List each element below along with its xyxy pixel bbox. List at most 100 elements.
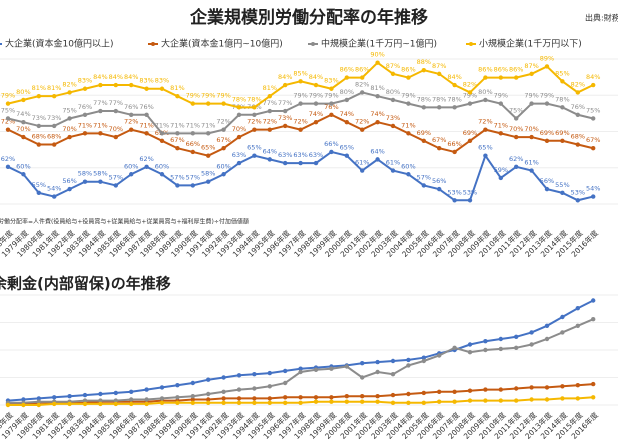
data-label: 71% [201, 121, 215, 129]
point [159, 385, 165, 390]
point [21, 172, 26, 177]
data-label: 86% [509, 66, 523, 74]
data-label: 88% [417, 58, 431, 66]
data-label: 53% [447, 188, 461, 196]
point [375, 93, 380, 99]
data-label: 62% [509, 155, 523, 163]
point [206, 377, 211, 382]
point [52, 401, 57, 407]
point [5, 402, 11, 408]
data-label: 70% [62, 125, 76, 133]
point [113, 108, 119, 114]
data-label: 71% [401, 121, 415, 129]
point [452, 82, 457, 88]
point [283, 123, 288, 129]
point [221, 146, 226, 151]
data-label: 70% [16, 125, 30, 133]
data-label: 71% [186, 121, 200, 129]
point [144, 397, 149, 402]
point [329, 149, 334, 155]
data-label: 86% [494, 66, 508, 74]
point [467, 388, 473, 393]
point [483, 339, 488, 344]
data-label: 89% [540, 54, 554, 62]
point [452, 149, 457, 155]
data-label: 72% [355, 118, 369, 126]
data-label: 73% [47, 114, 61, 122]
point [236, 396, 242, 401]
point [298, 160, 303, 166]
point [144, 86, 149, 91]
point [498, 131, 503, 136]
point [514, 398, 519, 403]
point [560, 396, 565, 401]
point [98, 401, 103, 407]
legend-marker [151, 42, 155, 46]
data-label: 75% [586, 106, 600, 114]
point [437, 105, 442, 110]
point [390, 123, 396, 129]
point [36, 399, 41, 404]
point [467, 398, 473, 403]
point [313, 160, 319, 166]
data-label: 72% [216, 118, 230, 126]
point [421, 355, 426, 360]
point [283, 395, 288, 400]
point [175, 93, 180, 99]
point [129, 172, 134, 177]
data-label: 71% [139, 121, 153, 129]
point [529, 134, 534, 140]
point [344, 364, 349, 369]
point [298, 366, 303, 371]
point [21, 97, 26, 103]
data-label: 78% [417, 95, 431, 103]
data-label: 79% [1, 92, 15, 100]
point [190, 101, 195, 106]
point [175, 383, 180, 388]
data-label: 74% [370, 110, 384, 118]
data-label: 86% [340, 66, 354, 74]
point [390, 392, 396, 398]
point [467, 90, 473, 95]
data-label: 74% [340, 110, 354, 118]
data-label: 76% [139, 103, 153, 111]
point [252, 372, 257, 377]
point [529, 71, 534, 77]
point [206, 391, 211, 397]
point [252, 105, 257, 110]
point [483, 387, 488, 392]
data-label: 78% [432, 95, 446, 103]
point [591, 317, 596, 322]
point [498, 398, 503, 403]
point [560, 384, 565, 389]
point [406, 363, 411, 368]
point [329, 366, 334, 371]
point [560, 138, 565, 143]
point [344, 97, 349, 103]
data-label: 66% [186, 140, 200, 148]
point [360, 375, 365, 380]
point [375, 60, 380, 65]
point [236, 387, 242, 392]
point [175, 146, 180, 151]
point [360, 75, 365, 80]
point [329, 112, 334, 117]
point [36, 93, 41, 99]
data-label: 73% [278, 114, 292, 122]
point [144, 164, 149, 170]
point [190, 380, 195, 386]
point [575, 112, 580, 117]
point [175, 395, 180, 400]
point [452, 389, 457, 394]
data-label: 65% [340, 144, 354, 152]
point [113, 183, 119, 188]
point [283, 368, 288, 374]
point [390, 372, 396, 377]
legend-label: 大企業(資本金1億円~10億円) [161, 38, 283, 50]
point [236, 112, 242, 117]
point [529, 101, 534, 106]
data-label: 78% [555, 95, 569, 103]
point [190, 400, 195, 405]
data-label: 72% [124, 118, 138, 126]
data-label: 74% [16, 110, 30, 118]
